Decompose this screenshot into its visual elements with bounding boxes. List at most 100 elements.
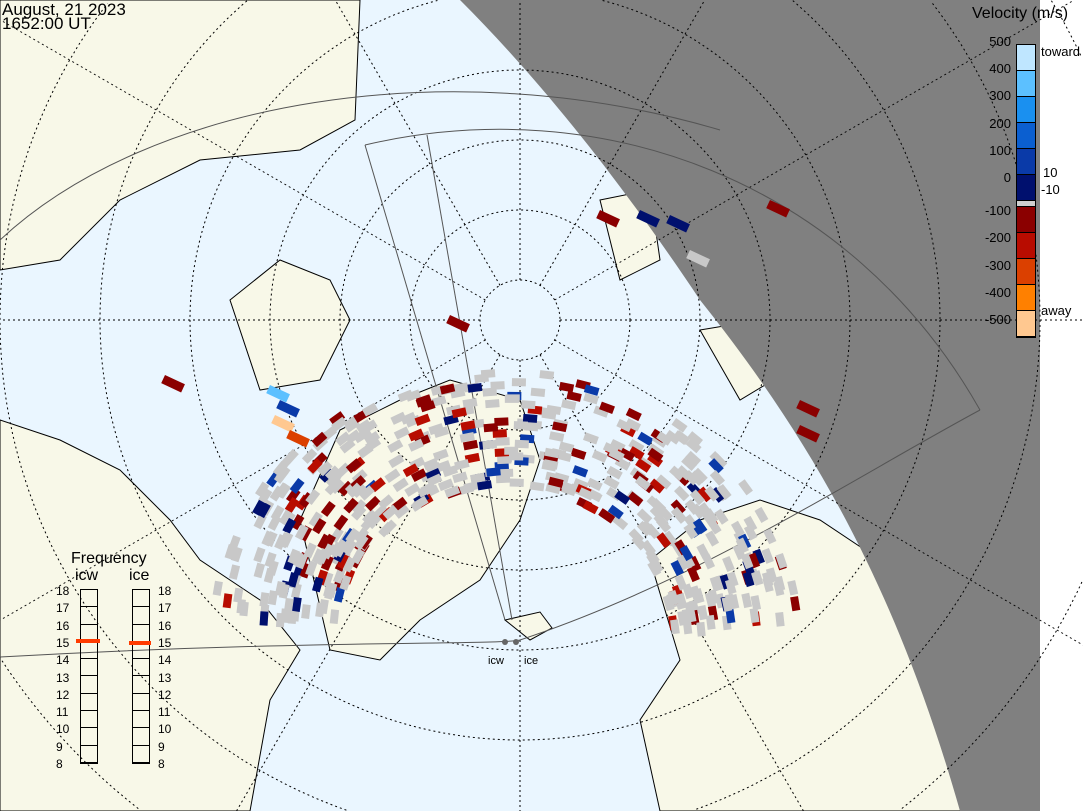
ground-scatter-cell: [606, 465, 623, 480]
ground-scatter-cell: [775, 612, 785, 627]
ground-scatter-cell: [301, 448, 318, 464]
ground-scatter-cell: [331, 416, 348, 432]
ground-scatter-cell: [317, 460, 333, 477]
ground-scatter-cell: [539, 370, 555, 380]
ground-scatter-cell: [722, 555, 735, 572]
velocity-cell: [637, 431, 654, 446]
ground-scatter-cell: [333, 567, 346, 584]
ground-scatter-cell: [393, 426, 410, 440]
velocity-cell: [410, 468, 427, 482]
velocity-cell: [747, 552, 761, 569]
frequency-tick: 8: [158, 757, 165, 771]
ground-scatter-cell: [255, 481, 270, 498]
velocity-tick: -100: [984, 203, 1011, 219]
ground-scatter-cell: [361, 402, 379, 417]
frequency-tick: 16: [158, 618, 172, 633]
velocity-cell: [333, 514, 349, 531]
away-label: away: [1041, 303, 1072, 318]
frequency-marker-ice: [129, 640, 151, 645]
ground-scatter-cell: [716, 483, 732, 500]
colorbar-segment: [1017, 175, 1035, 201]
night-shading: [460, 0, 1040, 811]
ground-scatter-cell: [670, 506, 687, 523]
ground-scatter-cell: [453, 382, 469, 393]
ground-scatter-cell: [442, 465, 459, 478]
ground-scatter-cell: [264, 551, 277, 568]
ground-scatter-cell: [634, 475, 651, 491]
ground-scatter-cell: [315, 602, 325, 618]
ground-scatter-cell: [684, 601, 696, 617]
velocity-cell: [619, 447, 636, 462]
velocity-cell: [257, 502, 271, 519]
frequency-tick: 13: [56, 670, 70, 685]
frequency-tick: 15: [56, 635, 70, 650]
ground-scatter-cell: [749, 608, 760, 624]
frequency-radar-ice: ice: [129, 567, 150, 584]
velocity-cell: [596, 210, 620, 228]
velocity-scale-title: Velocity (m/s): [972, 5, 1069, 22]
ground-scatter-cell: [463, 481, 479, 493]
frequency-tick: 18: [158, 584, 172, 598]
ground-scatter-cell: [692, 467, 708, 484]
ground-scatter-cell: [582, 432, 599, 445]
colorbar-segment: [1017, 259, 1035, 285]
ground-scatter-cell: [558, 441, 575, 453]
velocity-tick: 200: [989, 115, 1011, 131]
ground-scatter-cell: [364, 431, 381, 446]
ground-scatter-cell: [657, 505, 673, 522]
ground-scatter-cell: [741, 592, 753, 609]
ground-scatter-cell: [308, 511, 323, 528]
ground-scatter-cell: [591, 449, 608, 463]
velocity-cell: [607, 504, 624, 520]
time-label: 1652:00 UT: [2, 14, 91, 33]
ground-scatter-cell: [669, 465, 685, 481]
ground-scatter-cell: [430, 395, 447, 407]
ground-scatter-cell: [692, 587, 705, 604]
velocity-cell: [307, 458, 323, 474]
velocity-cell: [483, 423, 499, 433]
ground-scatter-cell: [361, 419, 378, 434]
scatter-cells: [161, 200, 820, 637]
colorbar-segment: [1017, 123, 1035, 149]
ground-scatter-cell: [351, 504, 367, 521]
velocity-cell: [290, 514, 305, 531]
ground-scatter-cell: [705, 614, 716, 630]
velocity-tick: 0: [1003, 170, 1011, 185]
ground-scatter-cell: [583, 392, 599, 405]
velocity-cell: [558, 381, 575, 393]
velocity-cell: [276, 399, 300, 418]
ground-scatter-cell: [681, 455, 697, 471]
radar-fov: [0, 91, 981, 658]
ground-scatter-cell: [339, 438, 356, 454]
ground-scatter-cell: [743, 515, 758, 532]
ground-scatter-cell: [428, 423, 445, 436]
velocity-cell: [343, 497, 359, 514]
velocity-cell: [425, 467, 442, 481]
velocity-cell: [648, 478, 665, 494]
velocity-cell: [271, 415, 295, 433]
velocity-cell: [259, 611, 269, 626]
ground-scatter-cell: [259, 592, 270, 608]
ground-scatter-cell: [444, 485, 461, 498]
velocity-cell: [492, 429, 507, 438]
frequency-tick: 9: [158, 739, 165, 754]
velocity-cell: [796, 425, 820, 443]
velocity-cell: [464, 452, 481, 464]
velocity-cell: [790, 596, 801, 612]
velocity-cell: [692, 518, 708, 535]
ground-scatter-cell: [305, 560, 318, 577]
ground-scatter-cell: [388, 454, 405, 469]
ground-scatter-cell: [495, 437, 510, 446]
date-label: August, 21 2023: [2, 0, 126, 19]
latitude-circle: [0, 3, 1041, 811]
velocity-cell: [312, 518, 327, 535]
velocity-cell: [419, 400, 436, 413]
velocity-cell: [222, 593, 233, 609]
velocity-cell: [647, 447, 664, 463]
ground-scatter-cell: [387, 439, 404, 454]
ground-scatter-cell: [674, 574, 688, 591]
ground-scatter-cell: [704, 485, 720, 502]
ground-scatter-cell: [404, 482, 421, 497]
ground-scatter-cell: [509, 478, 524, 487]
